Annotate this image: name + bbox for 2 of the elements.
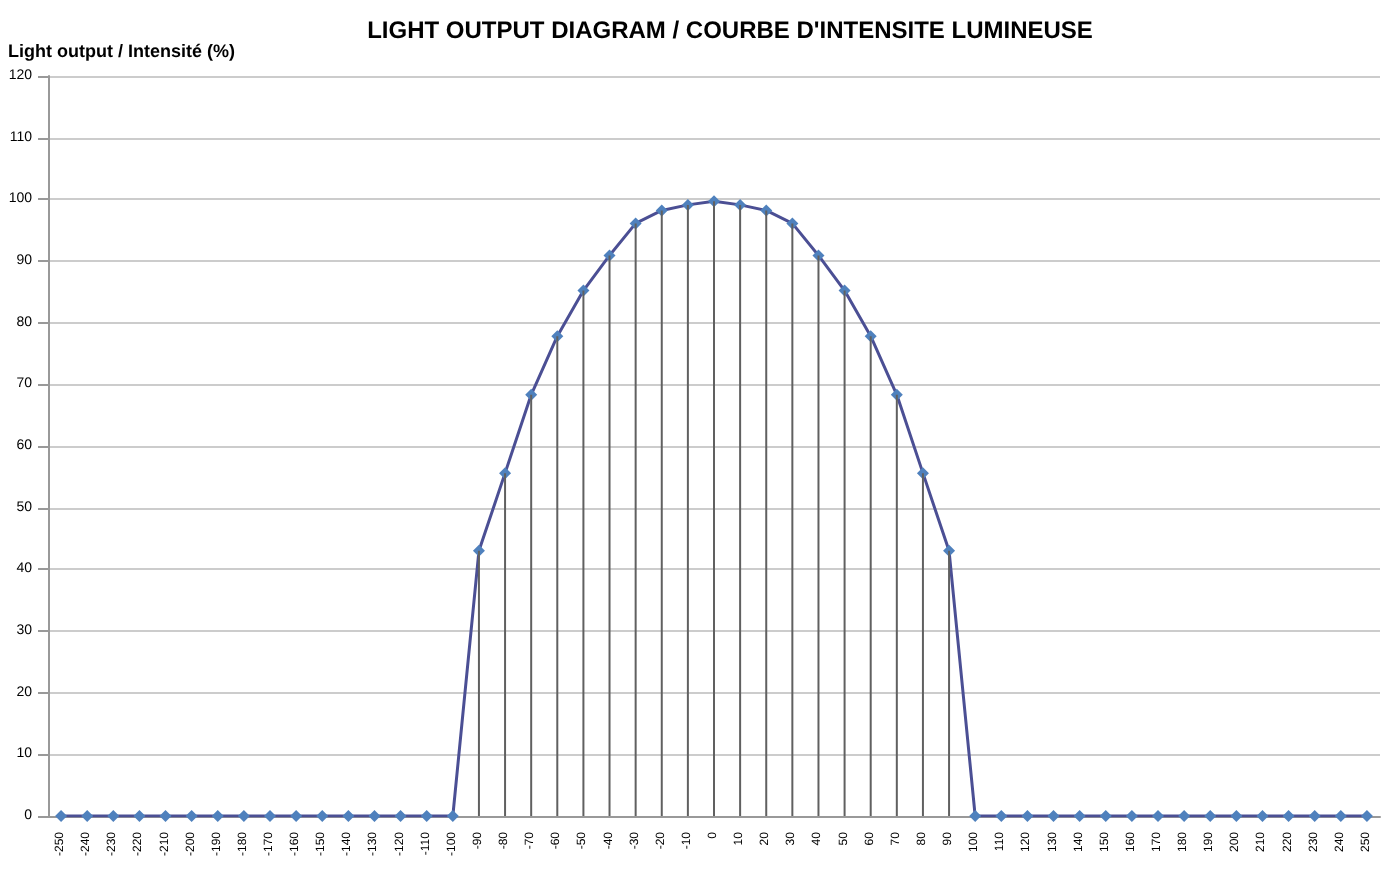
- chart-title: LIGHT OUTPUT DIAGRAM / COURBE D'INTENSITE LUMINEUSE: [367, 16, 1093, 44]
- y-axis-title: Light output / Intensité (%): [8, 41, 235, 61]
